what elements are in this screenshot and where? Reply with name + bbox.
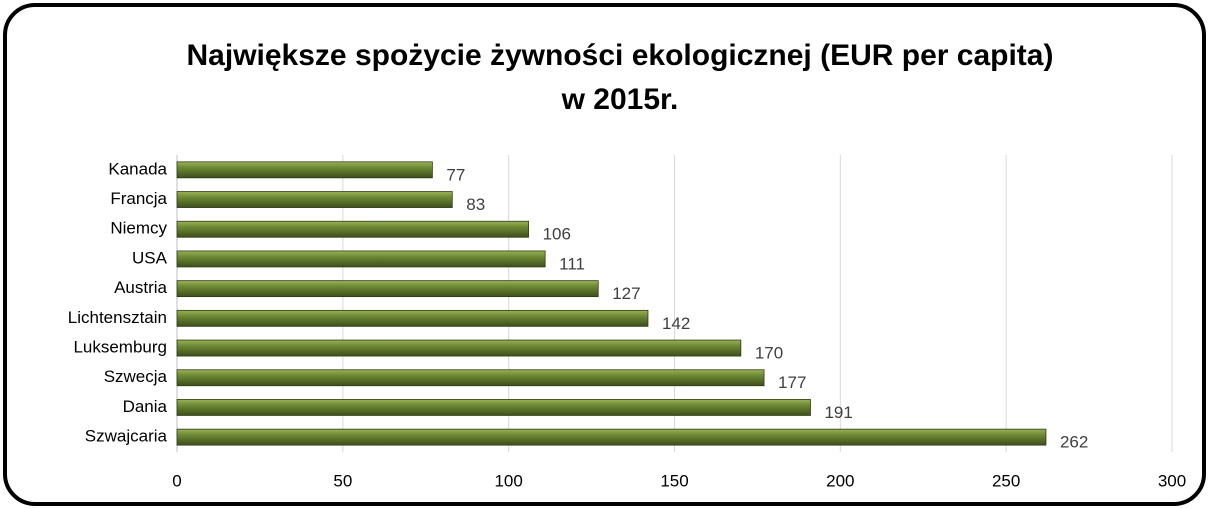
- data-label: 142: [662, 314, 690, 333]
- bar: [176, 191, 453, 208]
- data-label: 106: [543, 225, 571, 244]
- y-tick-label: Szwajcaria: [85, 427, 168, 446]
- bar: [176, 339, 742, 357]
- bar: [176, 428, 1047, 446]
- bar: [176, 309, 649, 327]
- y-tick-label: Austria: [114, 278, 167, 297]
- data-label: 77: [446, 165, 465, 184]
- data-label: 111: [559, 254, 585, 273]
- y-tick-label: Niemcy: [110, 219, 167, 238]
- bar: [176, 250, 546, 268]
- bar: [176, 280, 599, 298]
- y-tick-label: Szwecja: [104, 367, 168, 386]
- x-tick-label: 250: [992, 471, 1020, 490]
- bar: [176, 220, 529, 238]
- data-label: 170: [755, 344, 783, 363]
- y-tick-label: Francja: [110, 189, 167, 208]
- bar: [176, 161, 433, 179]
- data-label: 262: [1060, 433, 1088, 452]
- chart-title: Największe spożycie żywności ekologiczne…: [187, 39, 1054, 72]
- data-label: 191: [824, 403, 852, 422]
- y-tick-label: Kanada: [108, 159, 167, 178]
- x-tick-label: 100: [494, 471, 522, 490]
- y-tick-label: USA: [132, 248, 168, 267]
- data-label: 127: [612, 284, 640, 303]
- data-label: 177: [778, 373, 806, 392]
- x-tick-label: 200: [826, 471, 854, 490]
- bar: [176, 399, 811, 416]
- data-label: 83: [466, 195, 485, 214]
- x-tick-label: 150: [660, 471, 688, 490]
- x-tick-label: 300: [1158, 471, 1186, 490]
- bar: [176, 369, 765, 387]
- x-tick-label: 50: [333, 471, 352, 490]
- y-tick-label: Luksemburg: [73, 338, 167, 357]
- y-tick-label: Lichtensztain: [68, 308, 167, 327]
- chart-title: w 2015r.: [561, 83, 679, 116]
- y-tick-label: Dania: [123, 397, 168, 416]
- x-tick-label: 0: [172, 471, 181, 490]
